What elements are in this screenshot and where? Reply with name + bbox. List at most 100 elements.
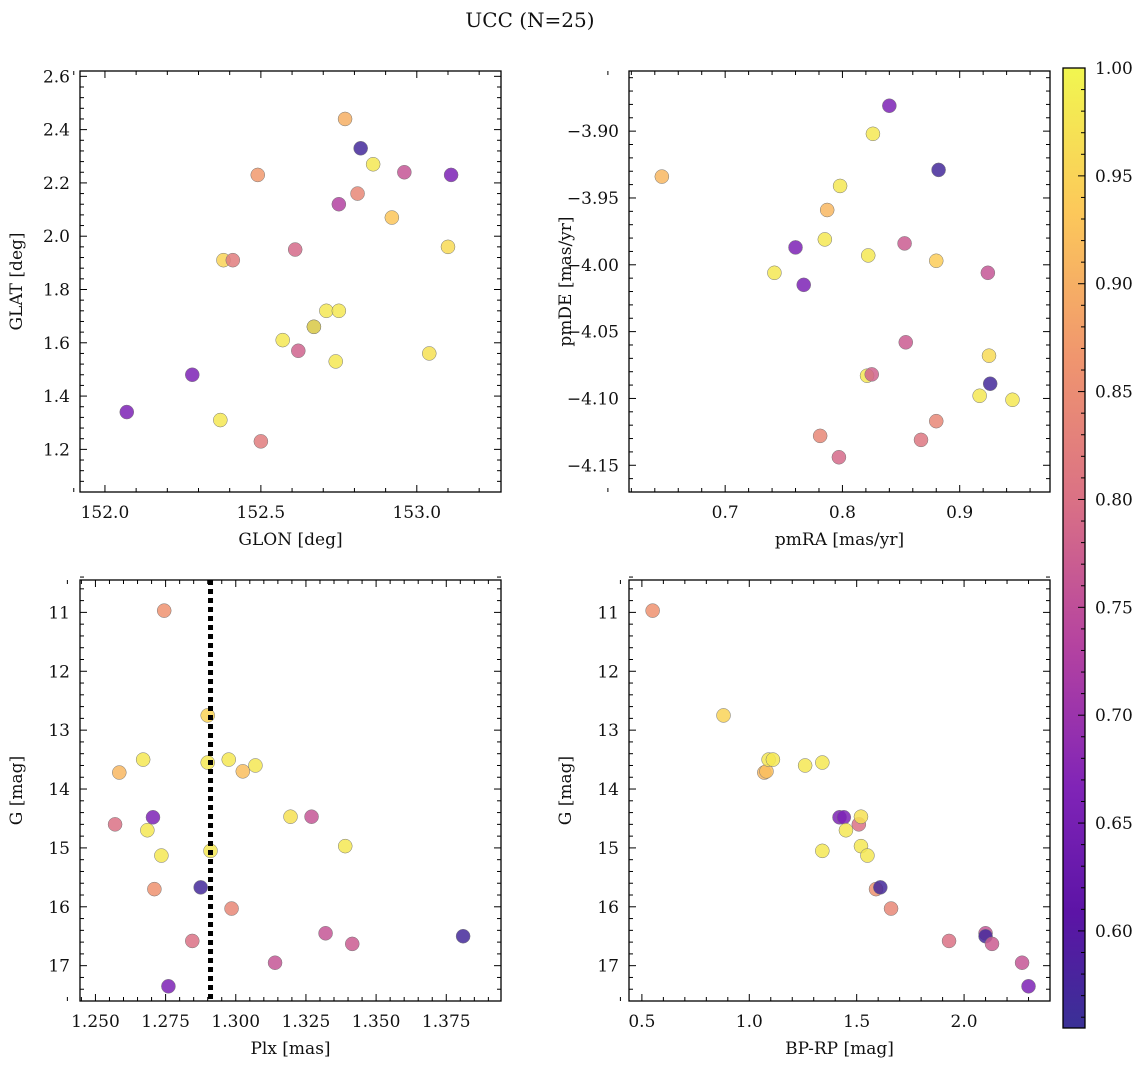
scatter-point bbox=[185, 933, 200, 949]
scatter-point bbox=[873, 880, 888, 895]
scatter-point bbox=[913, 432, 929, 448]
scatter-point bbox=[154, 848, 169, 863]
y-tick-label: 2.2 bbox=[43, 174, 70, 194]
scatter-point bbox=[304, 809, 319, 824]
y-tick-label: −4.15 bbox=[567, 456, 619, 476]
scatter-point bbox=[972, 388, 987, 404]
scatter-point bbox=[119, 404, 135, 420]
scatter-point bbox=[306, 319, 322, 335]
colorbar-gradient bbox=[1063, 68, 1085, 1028]
panel-pmra-pmde: 0.7 0.8 0.9 −4.15 −4.10 −4.05 −4.00 −3.95 −3.90 p… bbox=[556, 70, 1051, 550]
scatter-point bbox=[350, 186, 365, 201]
scatter-point bbox=[147, 881, 162, 897]
colorbar-frame bbox=[1062, 67, 1086, 1029]
scatter-point bbox=[291, 343, 306, 359]
y-tick-label: −4.10 bbox=[567, 389, 619, 409]
scatter-point bbox=[107, 817, 123, 832]
scatter-point bbox=[275, 332, 290, 348]
scatter-points bbox=[107, 603, 471, 994]
scatter-point bbox=[221, 752, 236, 767]
scatter-point bbox=[882, 98, 897, 113]
scatter-points bbox=[119, 111, 459, 449]
x-tick-label: 2.0 bbox=[951, 1012, 978, 1032]
x-tick-label: 0.8 bbox=[829, 503, 856, 523]
y-tick-label: 15 bbox=[597, 839, 619, 859]
colorbar-tick-label: 0.60 bbox=[1095, 922, 1133, 942]
scatter-point bbox=[645, 603, 660, 618]
panel-glon-glat: 152.0 152.5 153.0 1.2 1.4 1.6 1.8 2.0 2.2 2.4 2.6 G… bbox=[7, 67, 502, 550]
scatter-point bbox=[353, 141, 368, 156]
axes-frame bbox=[79, 70, 502, 493]
scatter-point bbox=[283, 809, 298, 824]
scatter-point bbox=[331, 303, 347, 319]
scatter-point bbox=[267, 955, 283, 970]
scatter-point bbox=[767, 265, 782, 281]
scatter-point bbox=[765, 752, 781, 767]
scatter-point bbox=[853, 809, 869, 824]
scatter-points bbox=[645, 603, 1036, 994]
colorbar-tick-label: 0.65 bbox=[1095, 814, 1133, 834]
scatter-point bbox=[864, 367, 879, 382]
scatter-point bbox=[836, 810, 852, 825]
scatter-point bbox=[929, 413, 944, 429]
scatter-point bbox=[248, 758, 263, 773]
scatter-point bbox=[145, 810, 161, 825]
scatter-point bbox=[140, 822, 155, 838]
scatter-point bbox=[1005, 392, 1020, 408]
x-tick-label: 1.300 bbox=[211, 1012, 260, 1032]
scatter-point bbox=[328, 354, 343, 369]
axes-frame bbox=[79, 579, 502, 1002]
x-tick-label: 0.9 bbox=[946, 503, 973, 523]
scatter-point bbox=[224, 901, 239, 916]
scatter-point bbox=[331, 196, 347, 212]
scatter-point bbox=[1021, 979, 1036, 994]
scatter-point bbox=[897, 236, 912, 251]
x-axis-label: Plx [mas] bbox=[250, 1039, 330, 1059]
y-axis-label: pmDE [mas/yr] bbox=[556, 216, 576, 346]
y-tick-label: 2.4 bbox=[43, 121, 70, 141]
y-tick-label: −4.00 bbox=[567, 256, 619, 276]
y-tick-label: 11 bbox=[597, 603, 619, 623]
y-tick-label: 1.4 bbox=[43, 387, 70, 407]
scatter-point bbox=[213, 412, 228, 428]
scatter-point bbox=[941, 933, 957, 949]
x-tick-label: 0.7 bbox=[712, 503, 739, 523]
panel-bprp-g: 0.5 1.0 1.5 2.0 11 12 13 14 15 16 17 BP-RP [mag] G [… bbox=[556, 576, 1051, 1059]
scatter-point bbox=[440, 239, 456, 255]
scatter-point bbox=[193, 880, 208, 895]
y-tick-label: 11 bbox=[48, 603, 70, 623]
y-tick-label: 16 bbox=[48, 898, 70, 918]
y-tick-label: 14 bbox=[48, 780, 70, 800]
y-tick-label: 15 bbox=[48, 839, 70, 859]
colorbar-tick-label: 0.70 bbox=[1095, 706, 1133, 726]
scatter-point bbox=[337, 111, 353, 127]
scatter-point bbox=[654, 169, 670, 184]
x-tick-label: 152.0 bbox=[81, 503, 130, 523]
scatter-point bbox=[929, 253, 944, 269]
scatter-point bbox=[287, 242, 303, 257]
colorbar: 0.60 0.65 0.70 0.75 0.80 0.85 0.90 0.95 1.00 bbox=[1062, 59, 1133, 1029]
y-axis-label: GLAT [deg] bbox=[7, 232, 27, 330]
y-tick-label: 17 bbox=[597, 957, 619, 977]
axes-frame bbox=[628, 579, 1051, 1002]
scatter-point bbox=[716, 708, 731, 723]
scatter-point bbox=[112, 765, 127, 780]
y-tick-label: 12 bbox=[48, 662, 70, 682]
scatter-point bbox=[235, 764, 251, 779]
x-tick-label: 1.350 bbox=[352, 1012, 401, 1032]
y-tick-label: 17 bbox=[48, 957, 70, 977]
y-tick-label: −3.90 bbox=[567, 122, 619, 142]
colorbar-tick-label: 1.00 bbox=[1095, 59, 1133, 79]
scatter-point bbox=[337, 838, 353, 854]
y-tick-label: 12 bbox=[597, 662, 619, 682]
y-tick-label: 1.8 bbox=[43, 280, 70, 300]
x-axis-label: BP-RP [mag] bbox=[785, 1039, 894, 1059]
scatter-point bbox=[898, 335, 914, 350]
x-tick-label: 1.0 bbox=[736, 1012, 763, 1032]
x-axis-label: pmRA [mas/yr] bbox=[775, 530, 904, 550]
colorbar-tick-label: 0.75 bbox=[1095, 598, 1133, 618]
scatter-point bbox=[796, 277, 811, 293]
x-tick-label: 1.325 bbox=[282, 1012, 331, 1032]
y-tick-label: 13 bbox=[597, 721, 619, 741]
scatter-point bbox=[156, 603, 172, 618]
